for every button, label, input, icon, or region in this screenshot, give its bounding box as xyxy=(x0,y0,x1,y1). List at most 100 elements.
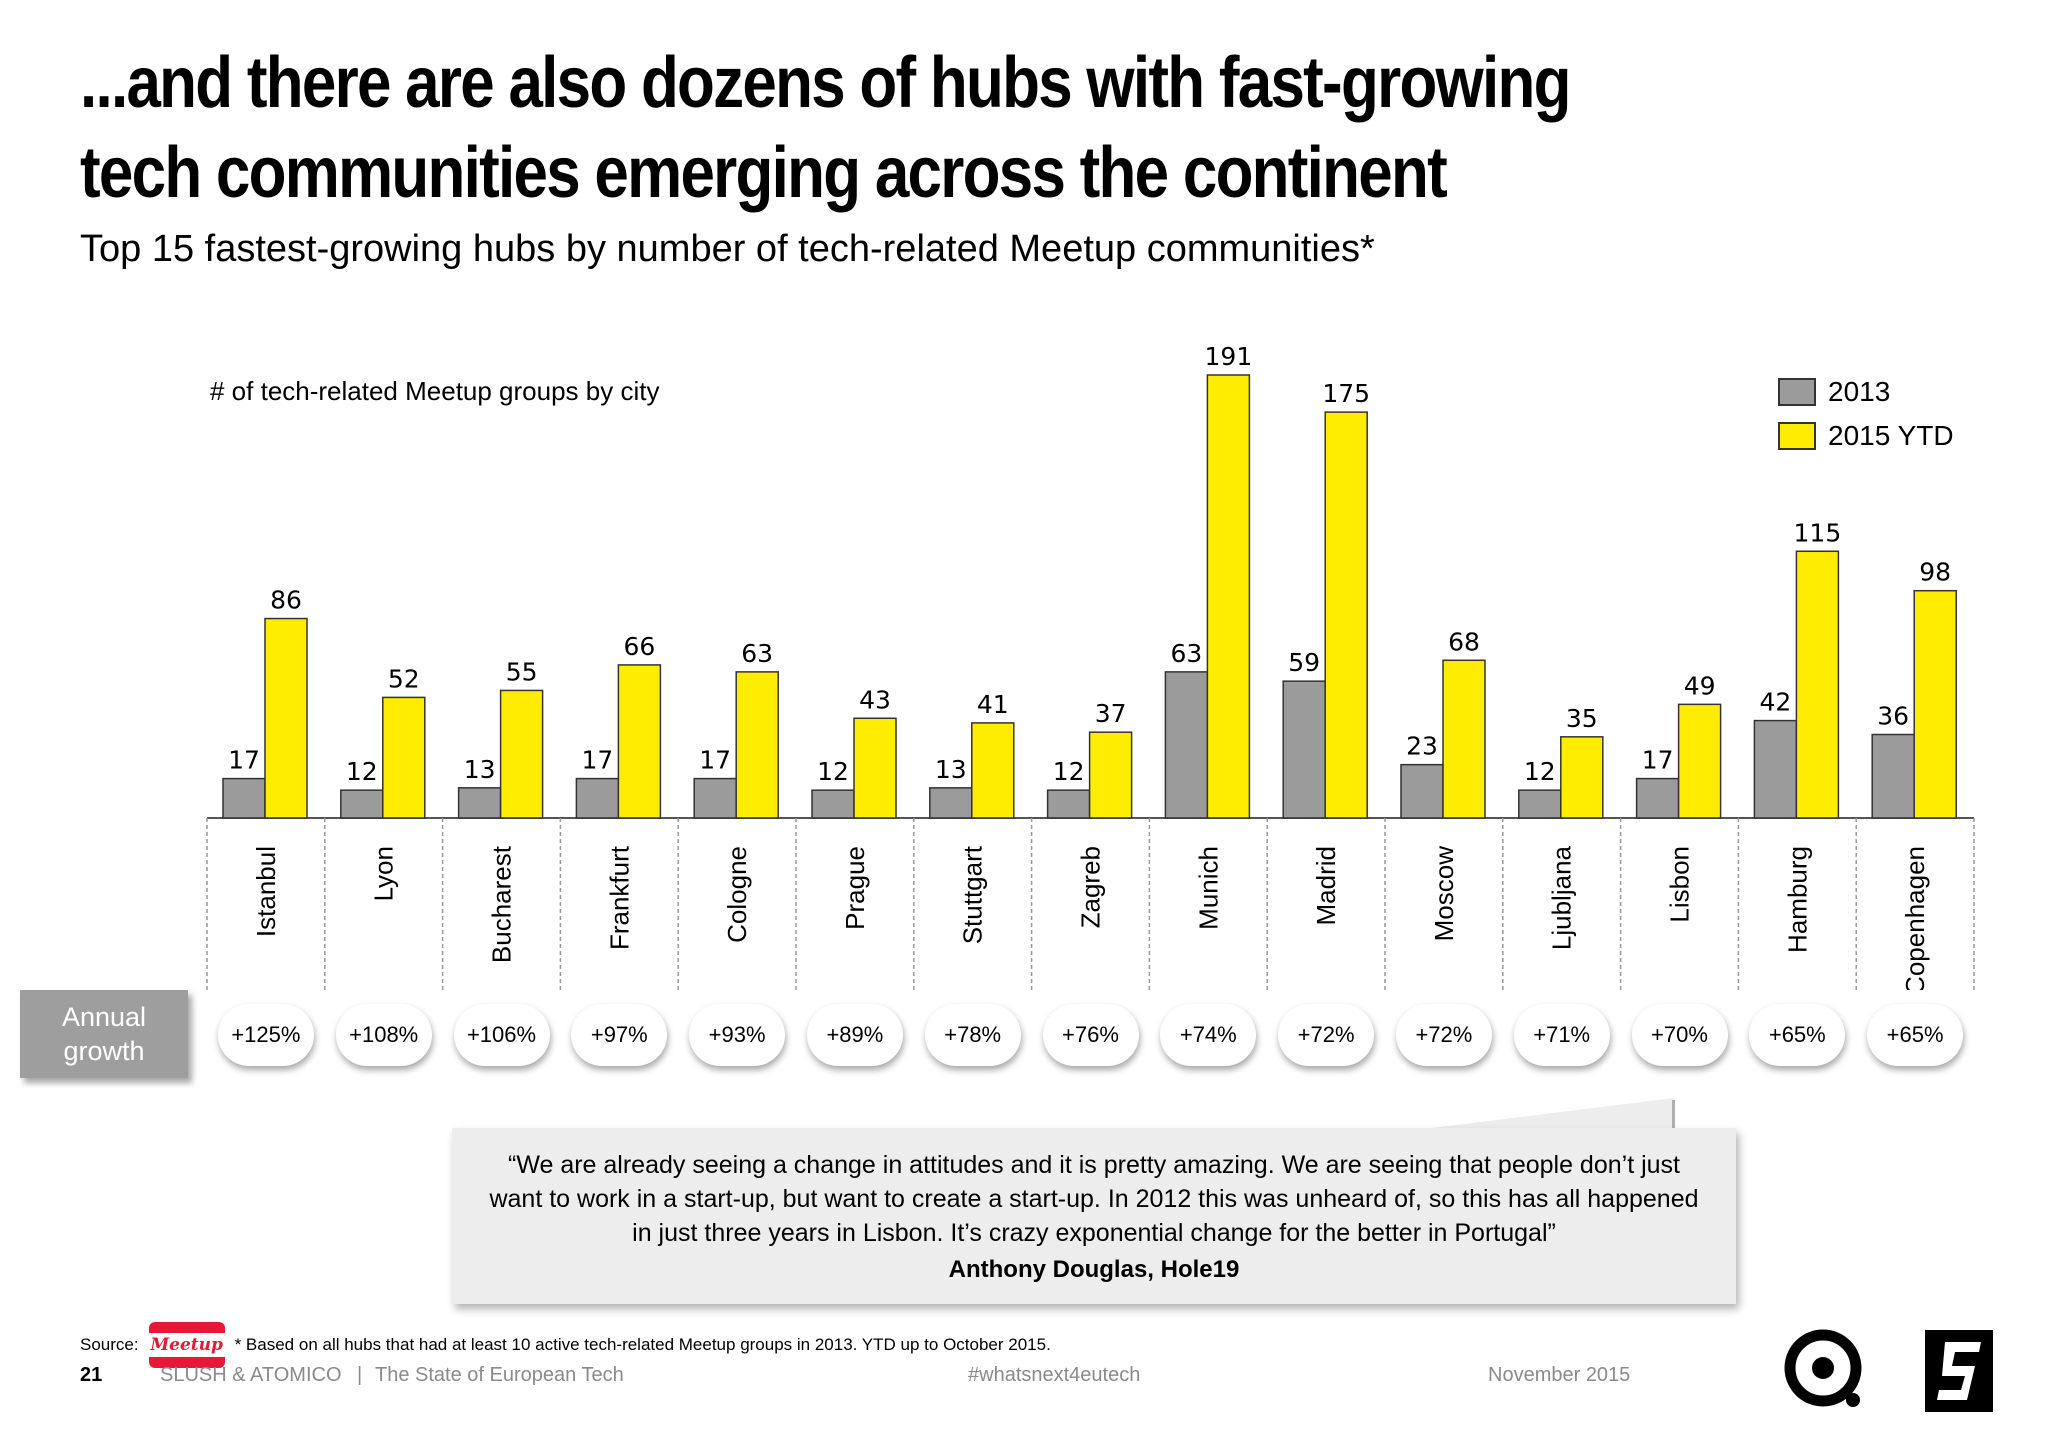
data-label-2013: 12 xyxy=(817,757,849,786)
bar-2013 xyxy=(1046,789,1091,819)
data-label-2013: 12 xyxy=(1524,757,1556,786)
bar-2013 xyxy=(1518,789,1562,819)
data-label-2013: 59 xyxy=(1288,648,1320,677)
subtitle: Top 15 fastest-growing hubs by number of… xyxy=(80,228,1375,270)
category-label: Bucharest xyxy=(487,845,517,963)
bar-2015 xyxy=(735,671,779,819)
growth-pill: +78% xyxy=(924,1004,1021,1066)
growth-pill: +72% xyxy=(1395,1004,1492,1066)
category-label: Moscow xyxy=(1429,846,1459,942)
data-label-2013: 23 xyxy=(1406,732,1438,761)
annual-growth-label: Annual growth xyxy=(20,990,188,1078)
bar-2015 xyxy=(1677,703,1722,819)
growth-pill: +71% xyxy=(1513,1004,1610,1066)
source-note: * Based on all hubs that had at least 10… xyxy=(234,1335,1051,1354)
growth-pill: +72% xyxy=(1278,1004,1375,1066)
bar-2013 xyxy=(811,789,855,819)
source-label: Source: xyxy=(80,1335,139,1354)
data-label-2013: 42 xyxy=(1759,688,1791,717)
bar-2013 xyxy=(1400,763,1444,819)
legend-label-2013: 2013 xyxy=(1828,376,1891,407)
category-label: Lisbon xyxy=(1665,846,1695,923)
data-label-2013: 17 xyxy=(228,746,260,775)
bar-2013 xyxy=(1871,733,1915,819)
bar-2013 xyxy=(929,787,973,819)
legend: 2013 2015 YTD xyxy=(1778,370,1954,458)
growth-pill: +106% xyxy=(453,1004,550,1066)
data-label-2013: 12 xyxy=(346,757,378,786)
data-label-2013: 17 xyxy=(699,746,731,775)
category-label: Istanbul xyxy=(251,846,281,937)
data-label-2013: 13 xyxy=(464,755,496,784)
bar-2015 xyxy=(1913,589,1957,819)
data-label-2013: 17 xyxy=(1642,746,1674,775)
category-label: Madrid xyxy=(1311,846,1341,925)
growth-pill: +74% xyxy=(1160,1004,1257,1066)
footer-hashtag: #whatsnext4eutech xyxy=(968,1364,1141,1386)
data-label-2015: 98 xyxy=(1919,558,1951,587)
data-label-2013: 13 xyxy=(935,755,967,784)
bar-2013 xyxy=(1282,680,1326,819)
quote-text: “We are already seeing a change in attit… xyxy=(489,1151,1699,1247)
legend-label-2015: 2015 YTD xyxy=(1828,420,1954,451)
growth-pill: +76% xyxy=(1042,1004,1139,1066)
bar-2015 xyxy=(1795,550,1840,819)
data-label-2015: 66 xyxy=(623,632,655,661)
chart-title: # of tech-related Meetup groups by city xyxy=(210,376,660,406)
footer-report: The State of European Tech xyxy=(375,1364,624,1386)
footer-date: November 2015 xyxy=(1488,1364,1631,1386)
legend-item-2015: 2015 YTD xyxy=(1778,414,1954,458)
data-label-2015: 55 xyxy=(506,657,538,686)
bar-2013 xyxy=(222,777,266,819)
legend-swatch-2013 xyxy=(1778,378,1816,406)
data-label-2015: 41 xyxy=(977,690,1009,719)
slush-logo-icon xyxy=(1784,1329,1862,1407)
growth-row: +125% +108% +106% +97% +93% +89% +78% +76% +74% +… xyxy=(0,1004,2048,1074)
source-line: Source: Meetup * Based on all hubs that … xyxy=(80,1322,1051,1368)
bar-2013 xyxy=(1753,719,1798,819)
category-label: Zagreb xyxy=(1076,846,1106,928)
legend-item-2013: 2013 xyxy=(1778,370,1954,414)
bar-2015 xyxy=(1560,736,1604,819)
footer-org: SLUSH & ATOMICO xyxy=(160,1364,342,1386)
bar-2015 xyxy=(1442,659,1486,819)
bar-2015 xyxy=(971,722,1015,819)
data-label-2015: 52 xyxy=(388,664,420,693)
growth-pill: +65% xyxy=(1749,1004,1846,1066)
data-label-2015: 191 xyxy=(1205,342,1253,371)
growth-pill: +125% xyxy=(217,1004,314,1066)
category-label: Copenhagen xyxy=(1900,846,1930,990)
growth-pill: +70% xyxy=(1631,1004,1728,1066)
growth-pill: +65% xyxy=(1867,1004,1964,1066)
bar-2015 xyxy=(1324,411,1368,819)
meetup-logo: Meetup xyxy=(144,1322,229,1368)
bar-2013 xyxy=(340,789,384,819)
data-label-2015: 68 xyxy=(1448,627,1480,656)
data-label-2015: 86 xyxy=(270,586,302,615)
atomico-logo-icon xyxy=(1925,1330,1993,1412)
data-label-2013: 12 xyxy=(1053,757,1085,786)
bar-2013 xyxy=(575,777,620,819)
bar-2013 xyxy=(693,777,737,819)
category-label: Lyon xyxy=(369,846,399,901)
growth-pill: +108% xyxy=(335,1004,432,1066)
category-label: Prague xyxy=(840,846,870,930)
bar-2015 xyxy=(853,717,897,819)
quote-author: Anthony Douglas, Hole19 xyxy=(948,1256,1240,1283)
data-label-2015: 115 xyxy=(1794,518,1842,547)
data-label-2015: 35 xyxy=(1566,704,1598,733)
bar-2013 xyxy=(1635,777,1680,819)
category-label: Munich xyxy=(1193,846,1223,930)
bar-2015 xyxy=(1206,374,1251,819)
category-label: Frankfurt xyxy=(604,845,634,950)
data-label-2013: 63 xyxy=(1170,639,1202,668)
bar-2015 xyxy=(382,696,426,819)
bar-2015 xyxy=(499,689,544,819)
bar-2013 xyxy=(457,787,502,819)
data-label-2015: 63 xyxy=(741,639,773,668)
page-number: 21 xyxy=(80,1364,103,1386)
quote-pointer xyxy=(1416,1098,1674,1130)
category-label: Cologne xyxy=(722,846,752,943)
growth-pill: +97% xyxy=(571,1004,668,1066)
quote-pointer-edge xyxy=(1672,1100,1675,1128)
